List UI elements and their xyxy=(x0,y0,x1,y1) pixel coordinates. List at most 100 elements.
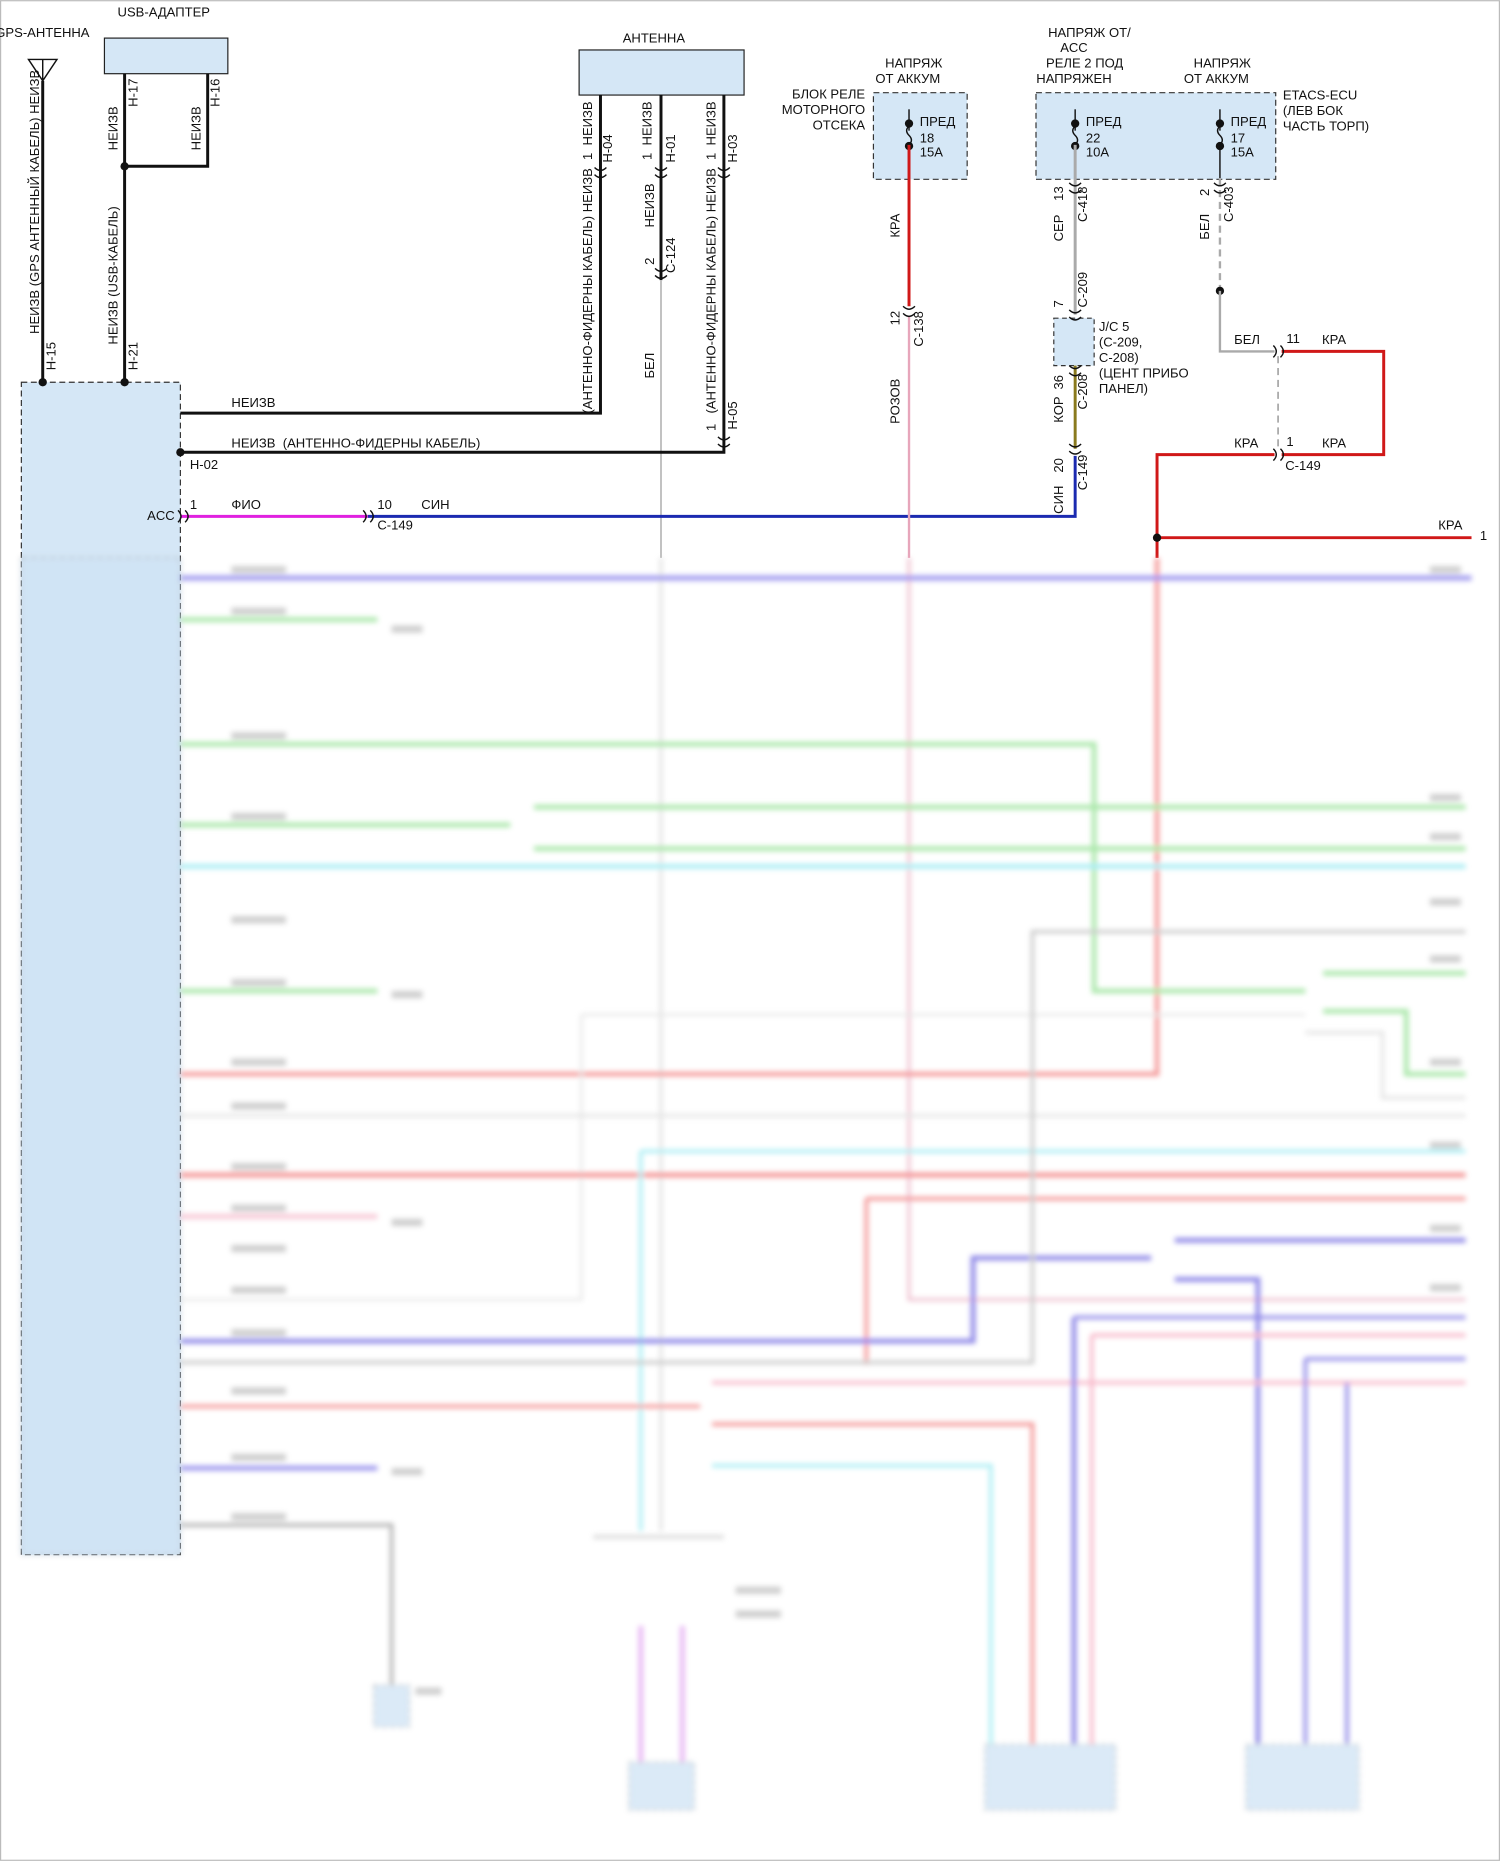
label: C-149 xyxy=(1285,458,1321,473)
blurred-label xyxy=(735,1610,781,1618)
label: 2 xyxy=(642,258,657,265)
label: C-208) xyxy=(1099,350,1139,365)
blurred-label xyxy=(231,979,286,987)
blurred-label xyxy=(231,566,286,574)
wire xyxy=(1218,290,1275,353)
label: C-124 xyxy=(663,237,678,273)
label: БЛОК РЕЛЕ xyxy=(792,87,865,102)
label: H-03 xyxy=(725,134,740,162)
label: (ЦЕНТ ПРИБО xyxy=(1099,365,1189,380)
label: КОР xyxy=(1051,396,1066,423)
label: 1 НЕИЗВ xyxy=(580,101,595,160)
blurred-label xyxy=(231,732,286,740)
label: H-01 xyxy=(663,134,678,162)
usb-adapter-box xyxy=(103,37,229,75)
label: 1 xyxy=(1480,528,1487,543)
connector xyxy=(1068,182,1082,194)
label: USB-АДАПТЕР xyxy=(118,5,211,20)
connector xyxy=(1068,443,1082,455)
label: GPS-АНТЕННА xyxy=(0,25,90,40)
label: БЕЛ xyxy=(1197,214,1212,240)
blurred-label xyxy=(1429,955,1461,963)
splice-dot xyxy=(904,119,914,128)
blurred-label xyxy=(391,1218,423,1226)
blurred-label xyxy=(231,1102,286,1110)
blurred-label xyxy=(231,607,286,615)
connector xyxy=(594,166,607,179)
gps-antenna-symbol xyxy=(27,58,59,83)
label: 20 xyxy=(1051,458,1066,473)
label: КРА xyxy=(1438,517,1462,532)
label: 13 xyxy=(1051,186,1066,201)
label: H-05 xyxy=(725,401,740,429)
label: НАПРЯЖЕН xyxy=(1036,71,1111,86)
connector xyxy=(902,305,916,318)
label: СЕР xyxy=(1051,214,1066,241)
connector xyxy=(362,509,374,523)
blurred-label xyxy=(231,1286,286,1294)
blurred-label xyxy=(391,991,423,999)
connector xyxy=(654,267,668,280)
component-box xyxy=(1245,1743,1360,1811)
label: 17 xyxy=(1231,130,1246,145)
label: 1 xyxy=(703,424,718,431)
label: ETACS-ECU xyxy=(1283,88,1357,103)
label: РОЗОВ xyxy=(887,378,902,423)
blurred-label xyxy=(1429,833,1461,841)
wire xyxy=(907,557,1466,1302)
label: 10 xyxy=(377,497,392,512)
blurred-label xyxy=(415,1687,442,1695)
wire xyxy=(180,95,726,454)
blurred-label xyxy=(231,1453,286,1461)
label: ОТСЕКА xyxy=(813,117,866,132)
blurred-label xyxy=(231,1387,286,1395)
label: C-149 xyxy=(377,517,413,532)
connector xyxy=(1272,344,1285,358)
label: C-149 xyxy=(1075,455,1090,491)
label: НЕИЗВ (USB-КАБЕЛЬ) xyxy=(105,206,120,344)
splice-dot xyxy=(176,448,185,457)
blurred-label xyxy=(1429,1141,1461,1149)
wire xyxy=(712,1463,993,1757)
blurred-label xyxy=(1429,1058,1461,1066)
label: НЕИЗВ xyxy=(105,106,120,150)
blurred-label xyxy=(391,1468,423,1476)
junction-box xyxy=(1053,317,1095,367)
connector xyxy=(1068,365,1082,377)
fuse-box-engine xyxy=(872,92,968,180)
component-box xyxy=(373,1684,411,1728)
label: КРА xyxy=(1322,332,1346,347)
blurred-label xyxy=(391,625,423,633)
label: ACC xyxy=(147,508,175,523)
fuse xyxy=(1072,125,1079,146)
label: 2 xyxy=(1197,189,1212,196)
label: 36 xyxy=(1051,375,1066,390)
label: 18 xyxy=(920,130,935,145)
blurred-label xyxy=(231,1204,286,1212)
label: ПРЕД xyxy=(1231,114,1267,129)
connector xyxy=(717,166,731,179)
connector xyxy=(654,166,668,179)
wire xyxy=(1174,1277,1261,1757)
label: ACC xyxy=(1060,40,1088,55)
label: НЕИЗВ (GPS АНТЕННЫЙ КАБЕЛЬ) НЕИЗВ xyxy=(27,69,42,333)
label: РЕЛЕ 2 ПОД xyxy=(1046,56,1123,71)
label: H-17 xyxy=(126,79,141,107)
blurred-label xyxy=(231,1329,286,1337)
label: НЕИЗВ xyxy=(642,183,657,227)
label: 1 xyxy=(1286,434,1293,449)
label: 15А xyxy=(920,145,944,160)
splice-dot xyxy=(1071,119,1080,128)
label: НАПРЯЖ ОТ/ xyxy=(1048,25,1131,40)
label: (C-209, xyxy=(1099,335,1143,350)
label: ОТ АККУМ xyxy=(875,71,940,86)
label: КРА xyxy=(887,213,902,237)
wire xyxy=(180,95,602,415)
label: (АНТЕННО-ФИДЕРНЫ КАБЕЛЬ) НЕИЗВ xyxy=(580,168,595,414)
connector xyxy=(1068,309,1082,321)
label: 10А xyxy=(1086,145,1110,160)
connector xyxy=(1272,448,1285,462)
label: H-16 xyxy=(207,79,222,107)
connector xyxy=(717,436,731,448)
